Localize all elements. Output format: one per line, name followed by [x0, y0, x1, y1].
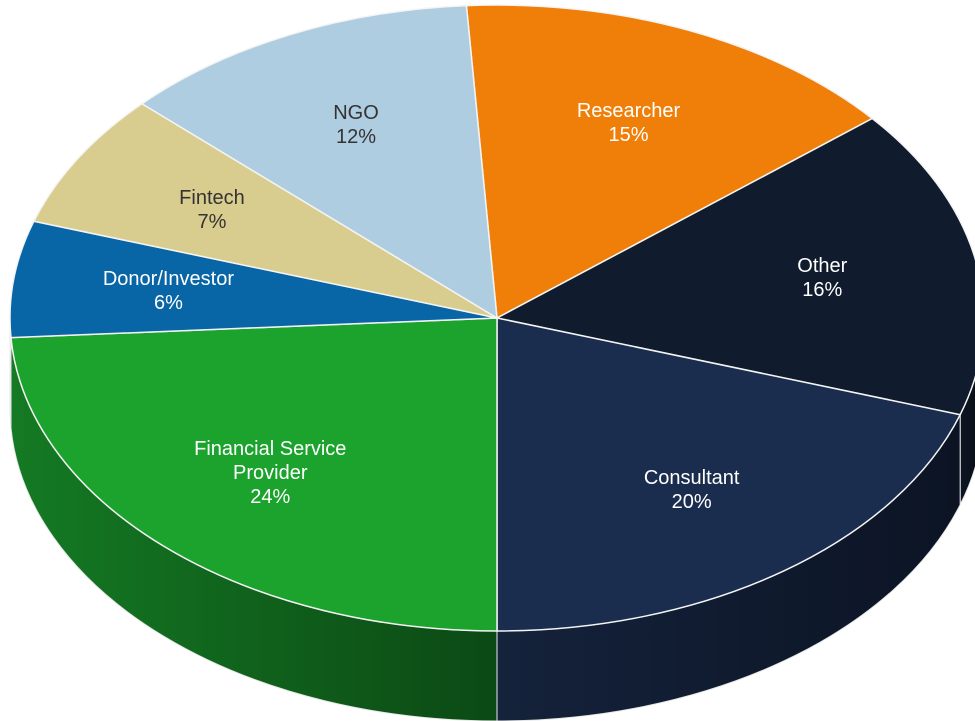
category-label: Consultant: [643, 467, 740, 490]
data-label: Researcher 15%: [529, 99, 729, 147]
category-label: Researcher: [576, 99, 681, 122]
category-label: Fintech: [179, 186, 245, 209]
value-label: 7%: [197, 210, 227, 233]
value-label: 16%: [802, 279, 843, 302]
data-label: NGO 12%: [256, 101, 456, 149]
data-label: Financial Service Provider 24%: [170, 437, 370, 509]
pie-slice: [9, 220, 498, 339]
data-label: Other 16%: [722, 254, 922, 302]
category-label: Donor/Investor: [102, 268, 235, 291]
category-label: Financial Service Provider: [194, 438, 347, 485]
category-label: NGO: [333, 102, 379, 125]
value-label: 12%: [335, 126, 376, 149]
data-label: Fintech 7%: [112, 186, 312, 234]
value-label: 24%: [250, 486, 291, 509]
pie-slice: [32, 102, 498, 319]
value-label: 20%: [671, 491, 712, 514]
pie-slice: [140, 4, 498, 320]
value-label: 15%: [608, 123, 649, 146]
category-label: Other: [797, 255, 848, 278]
data-label: Consultant 20%: [592, 466, 792, 514]
value-label: 6%: [153, 292, 183, 315]
pie-slice: [496, 317, 962, 632]
pie-slice: [465, 4, 874, 320]
pie-slice: [10, 317, 498, 632]
data-label: Donor/Investor 6%: [68, 267, 268, 315]
